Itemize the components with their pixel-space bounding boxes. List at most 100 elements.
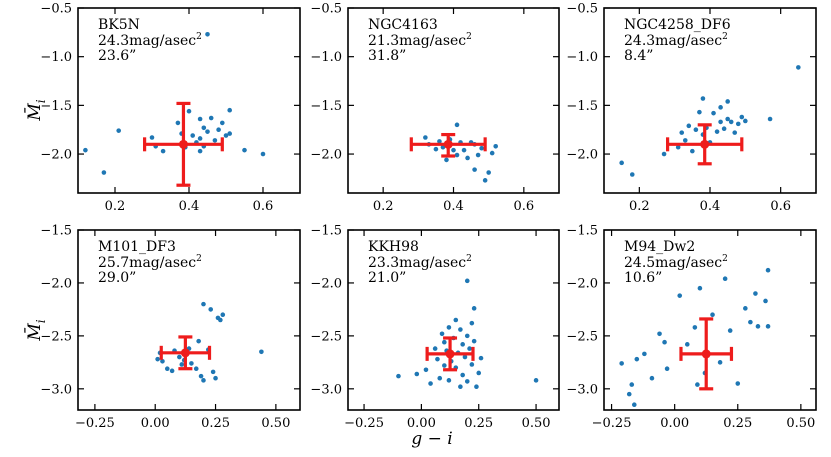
data-point	[619, 361, 624, 366]
data-point	[83, 147, 88, 153]
x-tick-label: 0.4	[443, 199, 464, 214]
panel-m101-df3: −3.0 −2.5 −2.0 −1.5 −0.25 0.00 0.25 0.50 M101_DF…	[40, 224, 301, 431]
data-point	[697, 109, 702, 115]
data-point	[679, 130, 685, 135]
x-tick-label: −0.25	[592, 416, 632, 431]
data-point	[735, 381, 741, 386]
y-tick-label: −1.0	[566, 50, 598, 65]
data-point	[657, 331, 662, 337]
y-tick-label: −2.5	[566, 329, 598, 344]
data-point	[767, 116, 773, 122]
data-point	[755, 324, 761, 329]
y-tick-label: −3.0	[310, 382, 342, 397]
data-point	[743, 118, 748, 124]
panel-title: M94_Dw2	[624, 239, 695, 255]
surface-brightness: 24.3mag/asec2	[98, 32, 202, 49]
data-point	[721, 126, 727, 132]
data-point	[442, 339, 447, 345]
data-point	[197, 136, 203, 141]
data-point	[710, 312, 715, 318]
data-point	[439, 331, 445, 337]
data-points	[619, 267, 771, 408]
data-point	[486, 170, 491, 175]
data-point	[675, 144, 681, 150]
data-point	[631, 402, 637, 408]
data-point	[437, 375, 443, 381]
plot-frame	[347, 229, 560, 411]
data-point	[460, 342, 465, 347]
data-point	[684, 342, 690, 347]
x-tick-label: −0.25	[344, 416, 384, 431]
data-point	[664, 366, 670, 372]
x-tick-label: 0.4	[700, 199, 721, 214]
y-tick-label: −3.0	[40, 382, 72, 397]
data-point	[444, 157, 449, 163]
error-center-point	[180, 348, 190, 358]
data-point	[677, 293, 683, 298]
y-tick-label: −1.5	[566, 224, 598, 239]
data-point	[442, 363, 447, 368]
data-point	[155, 356, 160, 362]
y-tick-label: −0.5	[310, 2, 342, 17]
data-point	[201, 378, 206, 383]
data-point	[208, 307, 214, 312]
plot-frame	[603, 229, 817, 411]
data-point	[227, 131, 232, 136]
data-point	[728, 119, 734, 125]
panel-title: NGC4163	[368, 17, 438, 33]
x-tick-label: 0.6	[770, 199, 791, 214]
data-point	[414, 371, 420, 377]
panel-ngc4163: −2.0 −1.5 −1.0 −0.5 0.2 0.4 0.6 NGC416321.3mag/…	[310, 2, 560, 214]
data-point	[453, 317, 459, 323]
data-point	[451, 147, 456, 153]
data-point	[201, 301, 206, 307]
data-point	[423, 367, 429, 373]
data-point	[642, 351, 647, 357]
y-tick-label: −1.5	[40, 224, 72, 239]
data-point	[718, 119, 723, 125]
data-point	[149, 135, 155, 140]
data-point	[197, 148, 203, 154]
data-point	[743, 306, 748, 311]
y-tick-label: −2.5	[310, 329, 342, 344]
effective-radius: 23.6”	[98, 48, 136, 64]
plot-frame	[77, 229, 301, 411]
data-point	[454, 152, 460, 158]
effective-radius: 10.6”	[624, 270, 662, 286]
data-point	[711, 110, 716, 116]
y-axis-label-bottom: M̄i	[23, 319, 48, 341]
data-point	[205, 31, 210, 37]
surface-brightness: 21.3mag/asec2	[368, 32, 472, 49]
x-tick-label: 0.4	[179, 199, 200, 214]
data-point	[433, 146, 439, 152]
data-point	[196, 338, 201, 344]
y-tick-label: −2.0	[40, 148, 72, 163]
data-point	[469, 362, 475, 367]
y-tick-label: −1.5	[40, 99, 72, 114]
data-point	[396, 373, 401, 379]
data-point	[718, 105, 723, 110]
data-point	[169, 368, 175, 374]
data-point	[186, 108, 192, 114]
error-center-point	[443, 139, 453, 149]
data-point	[458, 384, 463, 390]
y-tick-label: −1.5	[566, 99, 598, 114]
data-point	[471, 306, 477, 311]
data-point	[205, 129, 210, 134]
data-point	[796, 65, 801, 70]
x-tick-label: 0.2	[373, 199, 394, 214]
data-point	[177, 354, 182, 360]
data-point	[175, 120, 181, 126]
data-point	[763, 298, 768, 304]
surface-brightness: 23.3mag/asec2	[368, 254, 472, 271]
data-point	[428, 381, 433, 386]
x-tick-label: 0.50	[261, 416, 290, 431]
data-point	[692, 325, 698, 330]
data-point	[472, 167, 477, 172]
data-point	[190, 133, 195, 138]
data-point	[210, 369, 216, 375]
panels-group: −2.0−1.5−1.0−0.50.2 0.4 0.6BK5N24.3mag/ase…	[40, 2, 817, 431]
data-point	[476, 370, 482, 376]
data-point	[661, 151, 667, 157]
data-point	[464, 278, 470, 284]
